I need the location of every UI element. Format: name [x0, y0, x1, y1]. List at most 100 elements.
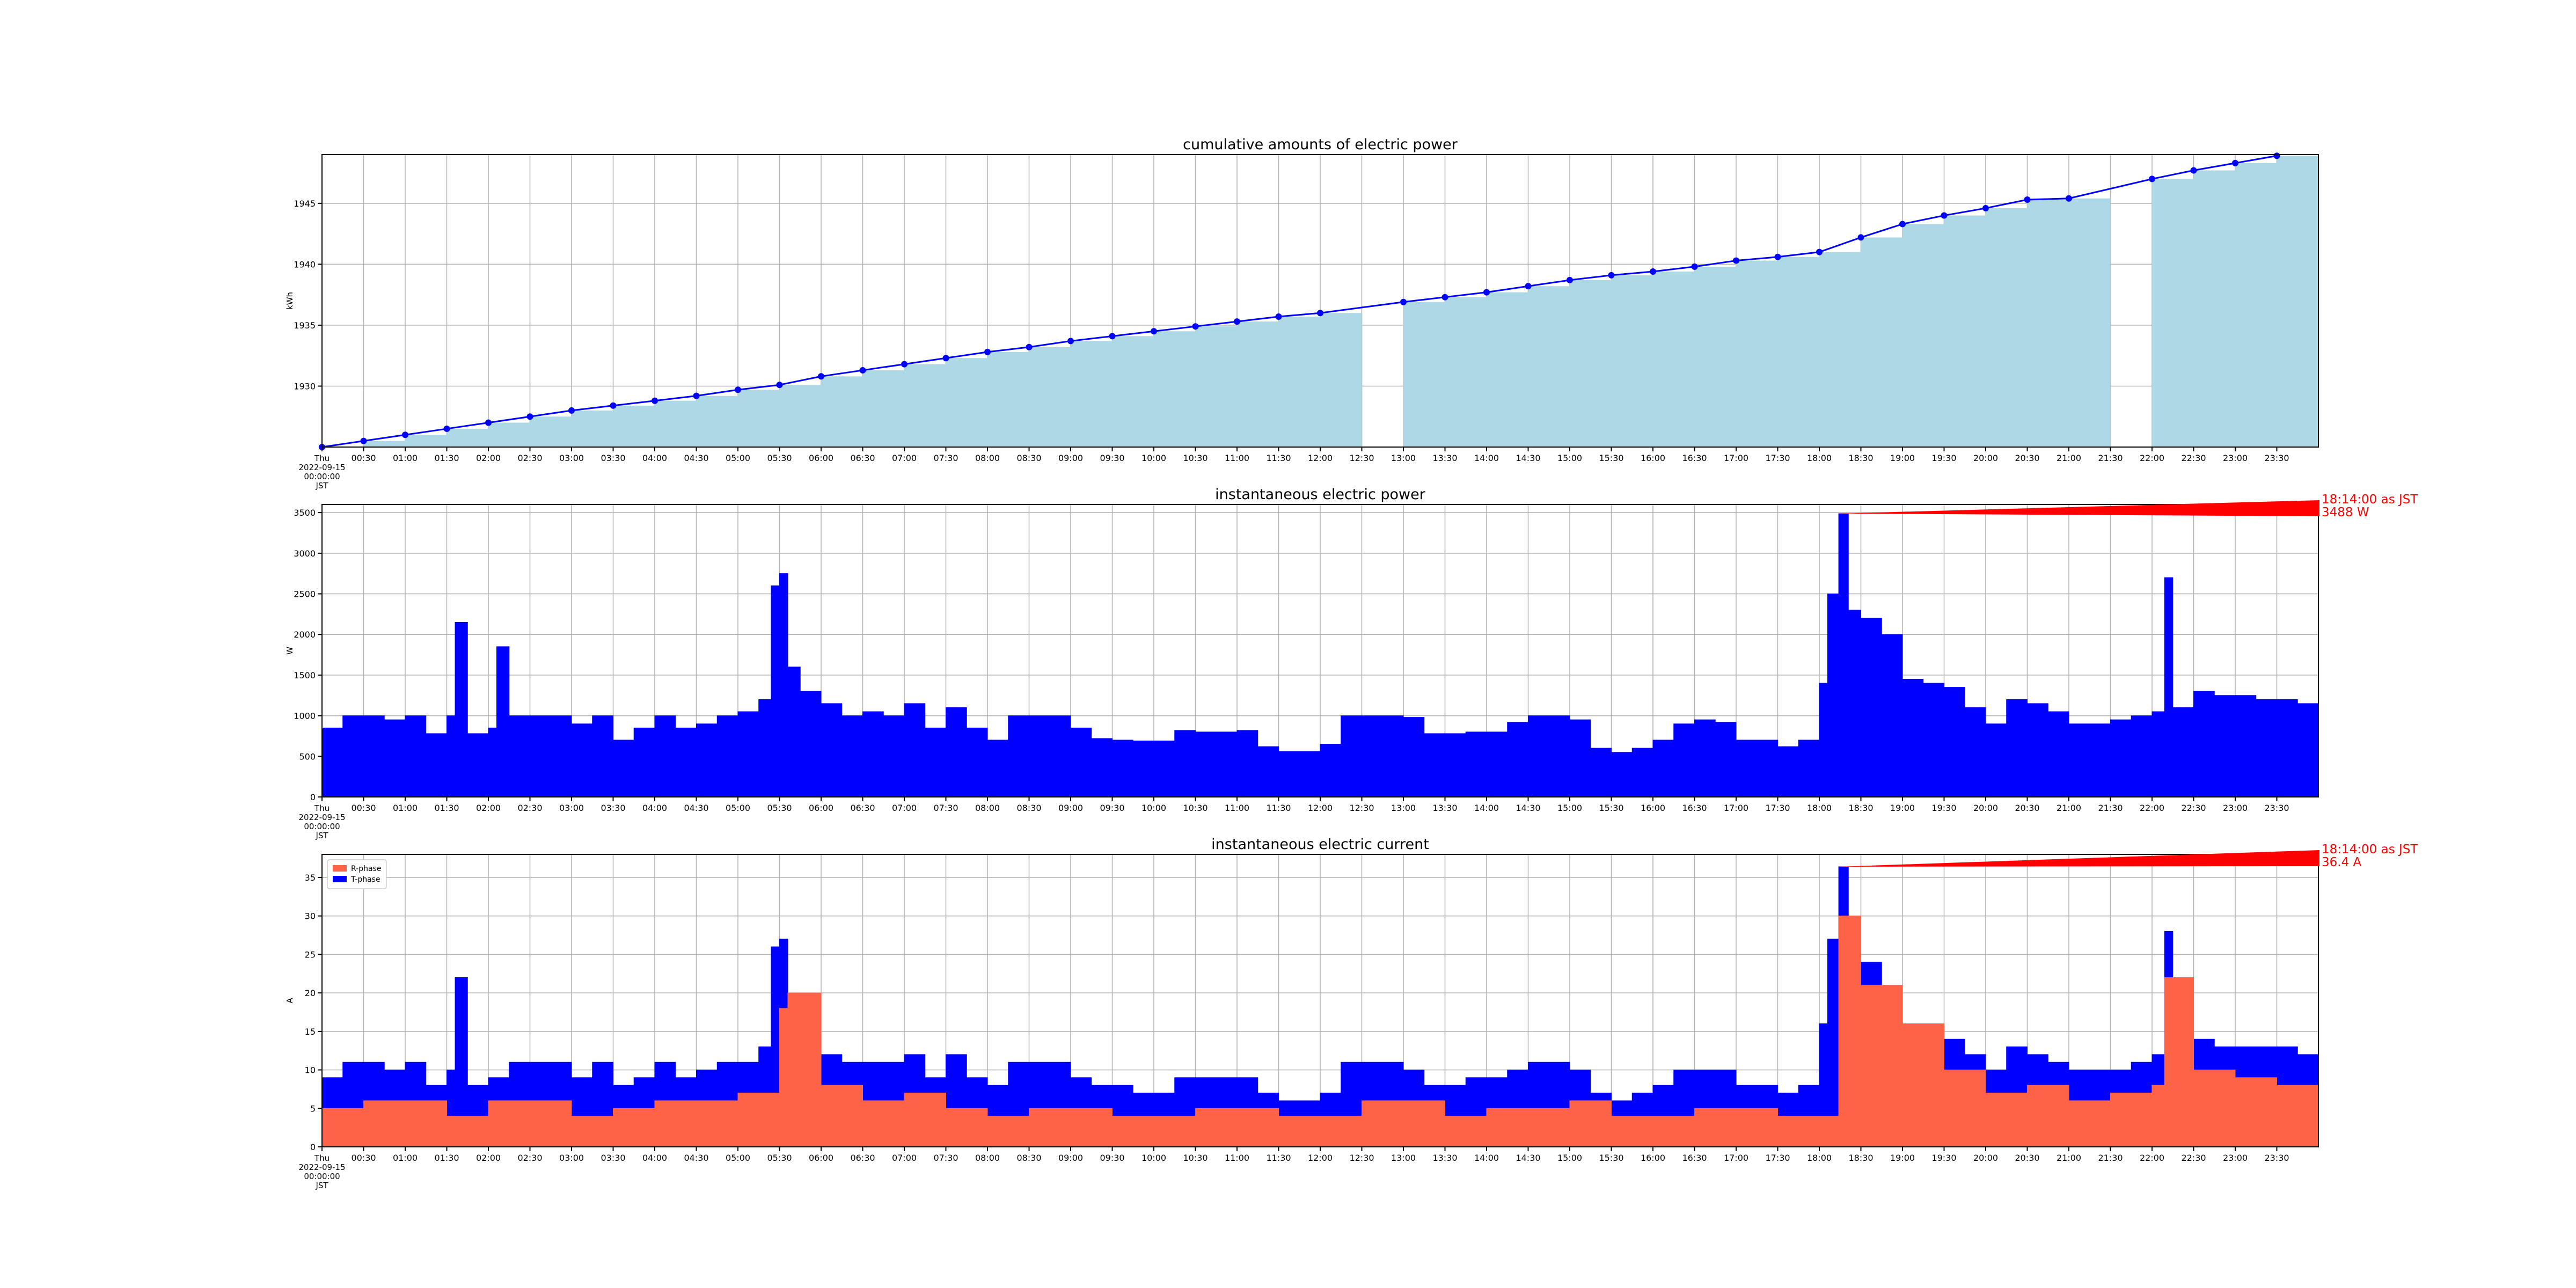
x-start-label: 00:00:00 [304, 1172, 340, 1181]
cumulative-bar [572, 410, 613, 447]
x-tick-label: 14:00 [1474, 453, 1499, 463]
cumulative-bar [1487, 292, 1528, 447]
cumulative-point [901, 361, 908, 368]
y-axis-label: A [285, 998, 295, 1004]
y-tick-label: 2000 [294, 630, 316, 640]
x-start-label: 2022-09-15 [298, 463, 345, 472]
cumulative-point [1234, 318, 1240, 325]
x-tick-label: 08:30 [1016, 803, 1041, 813]
x-tick-label: 05:00 [726, 803, 750, 813]
x-tick-label: 12:00 [1308, 453, 1333, 463]
cumulative-bar [1736, 260, 1778, 447]
cumulative-bar [1320, 313, 1362, 447]
annotation-arrow [1839, 500, 2319, 516]
x-tick-label: 02:30 [517, 803, 542, 813]
cumulative-point [1816, 248, 1823, 255]
y-tick-label: 1935 [294, 320, 316, 331]
cumulative-bar [1278, 317, 1320, 447]
x-tick-label: 16:00 [1641, 1153, 1665, 1163]
chart-title: cumulative amounts of electric power [1183, 136, 1458, 153]
x-tick-label: 21:30 [2098, 1153, 2123, 1163]
x-tick-label: 15:00 [1557, 803, 1582, 813]
cumulative-point [1982, 204, 1989, 211]
x-tick-label: 12:00 [1308, 803, 1333, 813]
x-tick-label: 19:30 [1931, 803, 1956, 813]
x-tick-label: 23:30 [2264, 803, 2289, 813]
cumulative-bar [1694, 266, 1736, 447]
cumulative-point [859, 367, 866, 374]
cumulative-bar [405, 435, 447, 447]
x-tick-label: 22:00 [2140, 453, 2164, 463]
x-tick-label: 13:00 [1391, 1153, 1416, 1163]
x-tick-label: 00:30 [351, 803, 376, 813]
x-tick-label: 10:00 [1141, 803, 1166, 813]
cumulative-point [1899, 221, 1906, 228]
cumulative-bar [987, 352, 1029, 447]
y-tick-label: 30 [305, 911, 316, 921]
cumulative-point [984, 348, 991, 355]
x-tick-label: 21:30 [2098, 803, 2123, 813]
x-tick-label: 13:30 [1432, 1153, 1457, 1163]
cumulative-bar [2277, 156, 2318, 447]
chart-title: instantaneous electric power [1215, 486, 1426, 503]
x-tick-label: 21:00 [2057, 1153, 2081, 1163]
x-start-label: JST [315, 831, 328, 840]
x-tick-label: 01:30 [434, 1153, 459, 1163]
x-tick-label: 03:00 [559, 453, 584, 463]
x-tick-label: 03:30 [601, 453, 625, 463]
cumulative-bar [738, 390, 780, 447]
x-tick-label: 10:00 [1141, 453, 1166, 463]
x-tick-label: 23:30 [2264, 1153, 2289, 1163]
annotation-label: 36.4 A [2322, 855, 2362, 869]
cumulative-bar [655, 400, 697, 447]
x-tick-label: 02:30 [517, 453, 542, 463]
y-axis-label: kWh [285, 292, 295, 310]
x-tick-label: 09:00 [1058, 453, 1083, 463]
legend-swatch [333, 865, 347, 872]
x-tick-label: 18:00 [1807, 1153, 1832, 1163]
cumulative-point [1151, 328, 1157, 335]
x-tick-label: 15:30 [1599, 803, 1623, 813]
y-tick-label: 2500 [294, 589, 316, 599]
x-tick-label: 23:30 [2264, 453, 2289, 463]
cumulative-point [776, 382, 783, 389]
cumulative-point [526, 413, 533, 420]
cumulative-point [2024, 196, 2031, 203]
x-tick-label: 04:30 [684, 803, 708, 813]
legend-label: R-phase [351, 865, 381, 873]
cumulative-bar [613, 405, 655, 447]
cumulative-point [942, 355, 949, 362]
x-tick-label: 21:00 [2057, 803, 2081, 813]
x-tick-label: 15:00 [1557, 453, 1582, 463]
y-tick-label: 1945 [294, 199, 316, 209]
x-tick-label: 16:30 [1682, 803, 1707, 813]
cumulative-point [818, 373, 824, 380]
cumulative-bar [904, 364, 946, 447]
cumulative-point [1733, 257, 1739, 264]
y-tick-label: 15 [305, 1027, 316, 1037]
x-tick-label: 22:00 [2140, 803, 2164, 813]
x-tick-label: 21:30 [2098, 453, 2123, 463]
x-tick-label: 18:00 [1807, 803, 1832, 813]
x-tick-label: 07:00 [892, 803, 917, 813]
x-tick-label: 00:30 [351, 453, 376, 463]
x-tick-label: 20:30 [2015, 803, 2039, 813]
x-start-label: Thu [314, 1153, 330, 1163]
cumulative-bar [1611, 275, 1653, 447]
x-start-label: Thu [314, 453, 330, 463]
annotation-label: 18:14:00 as JST [2322, 843, 2418, 857]
chart-title: instantaneous electric current [1211, 836, 1429, 853]
x-tick-label: 13:30 [1432, 803, 1457, 813]
cumulative-point [1192, 323, 1199, 330]
x-tick-label: 08:00 [975, 803, 1000, 813]
x-tick-label: 05:00 [726, 1153, 750, 1163]
y-tick-label: 0 [310, 792, 316, 802]
x-start-label: JST [315, 1181, 328, 1190]
cumulative-point [1941, 212, 1948, 219]
cumulative-bar [447, 428, 488, 447]
x-tick-label: 11:00 [1225, 803, 1249, 813]
x-tick-label: 20:00 [1973, 803, 1998, 813]
x-tick-label: 18:00 [1807, 453, 1832, 463]
cumulative-bar [1154, 331, 1196, 447]
